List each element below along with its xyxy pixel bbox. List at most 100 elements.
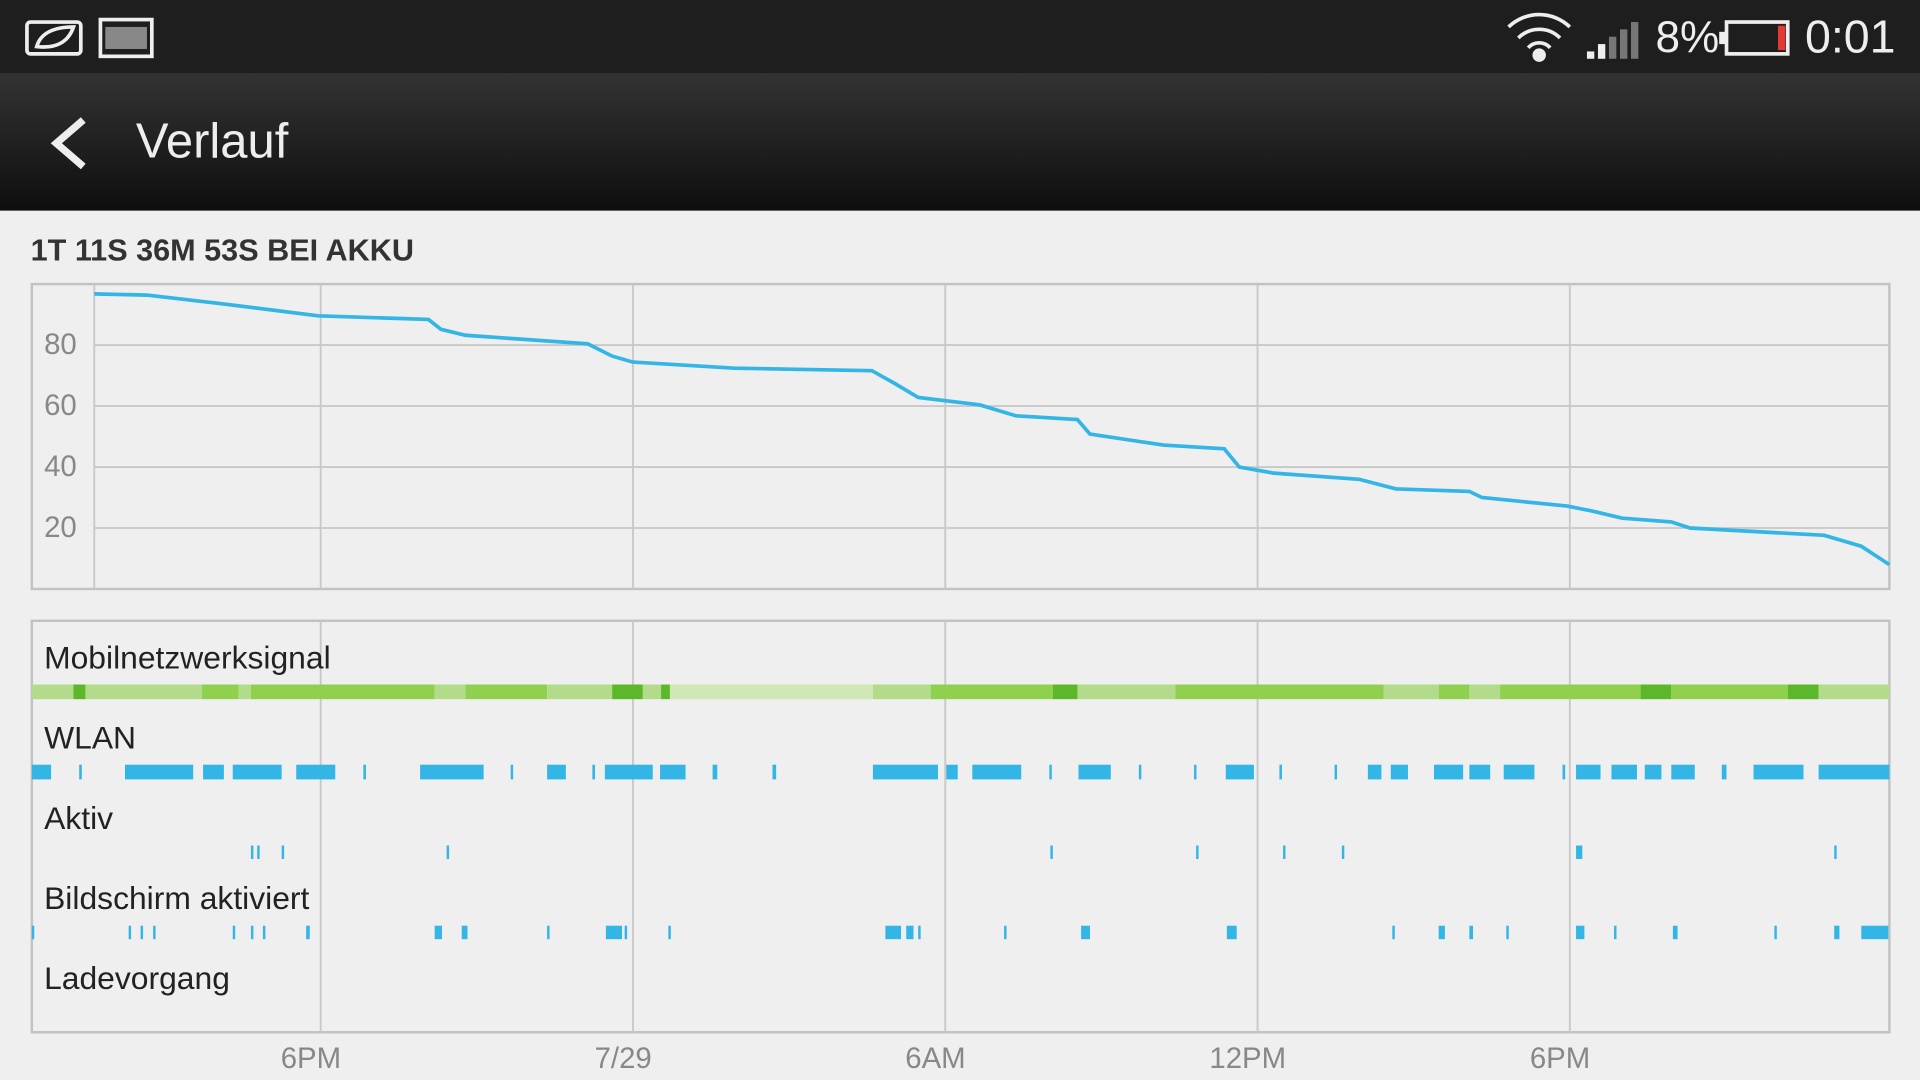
signal-segment	[1671, 684, 1788, 700]
activity-segment	[547, 764, 566, 780]
clock: 0:01	[1805, 11, 1896, 63]
activity-segment	[1721, 764, 1727, 780]
activity-segment	[1834, 925, 1840, 940]
chart-frame	[30, 282, 1891, 591]
activity-segment	[1078, 764, 1111, 780]
signal-segment	[238, 684, 251, 700]
activity-segment	[232, 764, 282, 780]
activity-segment	[232, 925, 236, 940]
activity-segment	[1367, 764, 1382, 780]
activity-segment	[262, 925, 266, 940]
activity-segment	[250, 925, 254, 940]
signal-segment	[612, 684, 643, 700]
activity-segment	[1194, 764, 1197, 780]
activity-segment	[140, 925, 144, 940]
activity-segment	[1562, 764, 1566, 780]
status-icons	[25, 12, 1790, 62]
activity-segment	[1050, 845, 1053, 859]
row-label: Aktiv	[44, 800, 113, 836]
activity-segment	[1614, 925, 1617, 940]
activity-segment	[1283, 845, 1286, 859]
activity-segment	[1672, 925, 1678, 940]
row-label: Bildschirm aktiviert	[44, 880, 309, 916]
row-label: Mobilnetzwerksignal	[44, 639, 331, 675]
back-button[interactable]	[50, 117, 86, 170]
activity-segment	[604, 764, 653, 780]
row-label: WLAN	[44, 720, 136, 756]
activity-segment	[1341, 845, 1345, 859]
activity-segment	[250, 845, 254, 859]
signal-segment	[669, 684, 873, 700]
activity-segment	[1576, 925, 1585, 940]
activity-segment	[946, 764, 958, 780]
activity-segment	[772, 764, 777, 780]
signal-segment	[1175, 684, 1384, 700]
y-tick-label: 60	[44, 389, 77, 422]
activity-segment	[660, 764, 686, 780]
status-bar	[0, 0, 1920, 74]
activity-segment	[1576, 845, 1583, 859]
x-tick-label: 6PM	[1530, 1042, 1590, 1075]
activity-segment	[1503, 764, 1535, 780]
activity-segment	[1834, 845, 1837, 859]
activity-segment	[872, 764, 938, 780]
activity-segment	[461, 925, 468, 940]
activity-frame	[30, 619, 1891, 1034]
signal-segment	[465, 684, 548, 700]
x-tick-label: 7/29	[595, 1042, 652, 1075]
signal-segment	[661, 684, 670, 700]
signal-segment	[1052, 684, 1078, 700]
activity-segment	[668, 925, 671, 940]
activity-segment	[510, 764, 514, 780]
signal-segment	[1787, 684, 1819, 700]
signal-segment	[872, 684, 931, 700]
activity-segment	[972, 764, 1022, 780]
activity-segment	[128, 925, 132, 940]
activity-segment	[31, 925, 35, 940]
signal-segment	[1077, 684, 1176, 700]
activity-segment	[1671, 764, 1695, 780]
signal-segment	[547, 684, 613, 700]
signal-segment	[642, 684, 662, 700]
row-label: Ladevorgang	[44, 960, 230, 996]
signal-segment	[1469, 684, 1501, 700]
activity-segment	[203, 764, 224, 780]
action-bar	[0, 73, 1920, 211]
activity-segment	[79, 764, 82, 780]
signal-segment	[73, 684, 86, 700]
page-title: Verlauf	[136, 114, 289, 168]
signal-segment	[930, 684, 1053, 700]
signal-segment	[434, 684, 466, 700]
y-tick-label: 20	[44, 511, 77, 544]
activity-segment	[906, 925, 914, 940]
activity-segment	[281, 845, 285, 859]
activity-segment	[1576, 764, 1601, 780]
activity-segment	[918, 925, 921, 940]
activity-segment	[1611, 764, 1637, 780]
activity-segment	[153, 925, 156, 940]
signal-bars	[1586, 22, 1639, 59]
activity-segment	[1279, 764, 1283, 780]
activity-segment	[420, 764, 484, 780]
activity-segment	[363, 764, 366, 780]
activity-segment	[1138, 764, 1142, 780]
activity-segment	[1438, 925, 1445, 940]
battery-summary: 1T 11S 36M 53S BEI AKKU	[31, 233, 414, 267]
activity-segment	[1753, 764, 1804, 780]
battery-line	[94, 292, 1891, 567]
activity-segment	[296, 764, 336, 780]
signal-segment	[250, 684, 435, 700]
activity-segment	[1334, 764, 1338, 780]
activity-segment	[1081, 925, 1090, 940]
activity-segment	[1196, 845, 1199, 859]
activity-segment	[547, 925, 550, 940]
y-tick-label: 40	[44, 450, 77, 483]
battery-percent: 8%	[1656, 13, 1720, 62]
signal-segment	[202, 684, 239, 700]
activity-segment	[446, 845, 450, 859]
activity-segment	[1506, 925, 1509, 940]
activity-segment	[885, 925, 902, 940]
activity-segment	[125, 764, 194, 780]
activity-segment	[1390, 764, 1408, 780]
